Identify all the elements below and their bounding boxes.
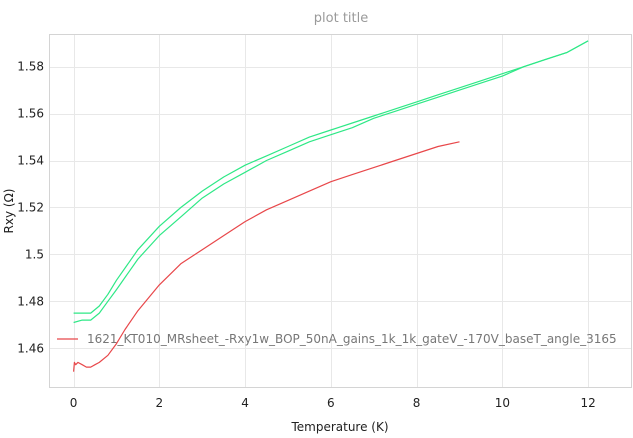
x-tick-label: 6 — [327, 396, 335, 410]
series-line-1 — [73, 141, 460, 372]
y-tick-label: 1.5 — [25, 247, 44, 261]
y-tick-label: 1.58 — [17, 60, 44, 74]
x-tick-label: 12 — [580, 396, 595, 410]
series-line-2 — [73, 40, 589, 314]
y-tick-label: 1.48 — [17, 294, 44, 308]
legend: 1621_KT010_MRsheet_-Rxy1w_BOP_50nA_gains… — [57, 332, 617, 346]
y-tick-label: 1.56 — [17, 107, 44, 121]
chart-title: plot title — [314, 11, 368, 26]
y-tick-label: 1.52 — [17, 200, 44, 214]
x-tick-label: 4 — [241, 396, 249, 410]
x-tick-label: 0 — [70, 396, 78, 410]
x-tick-label: 2 — [156, 396, 164, 410]
x-tick-label: 8 — [413, 396, 421, 410]
y-tick-label: 1.54 — [17, 154, 44, 168]
x-axis-title: Temperature (K) — [290, 420, 388, 434]
x-tick-label: 10 — [495, 396, 510, 410]
y-axis-title: Rxy (Ω) — [2, 189, 16, 234]
y-tick-label: 1.46 — [17, 341, 44, 355]
legend-label: 1621_KT010_MRsheet_-Rxy1w_BOP_50nA_gains… — [87, 332, 617, 346]
series-line-3 — [73, 40, 589, 324]
plot-area-frame — [49, 34, 632, 388]
tick-labels: 0 2 4 6 8 10 12 1.46 1.48 1.5 1.52 1.54 1.56 1.58 — [17, 60, 595, 410]
series-layer — [73, 40, 589, 372]
grid-lines — [50, 35, 631, 387]
